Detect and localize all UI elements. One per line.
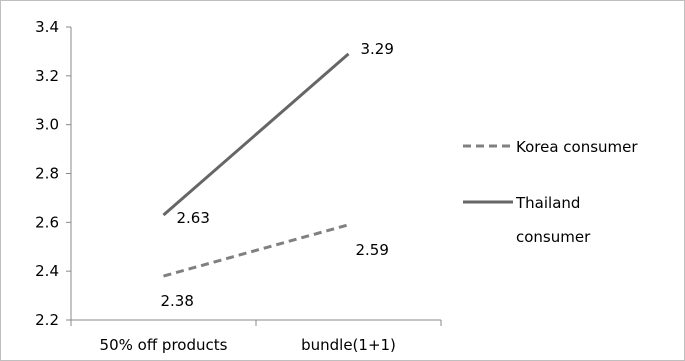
y-tick-label: 2.2 bbox=[35, 311, 59, 329]
y-tick-label: 3.4 bbox=[35, 18, 59, 36]
data-label-korea: 2.59 bbox=[356, 241, 389, 259]
y-axis: 2.2 2.4 2.6 2.8 3.0 3.2 3.4 bbox=[35, 18, 72, 329]
series-line-thailand bbox=[162, 52, 350, 217]
y-tick-label: 2.6 bbox=[35, 213, 59, 231]
legend-label-thailand-line2: consumer bbox=[516, 228, 591, 246]
y-tick-label: 3.0 bbox=[35, 116, 59, 134]
y-tick-label: 2.4 bbox=[35, 262, 59, 280]
legend-label-thailand-line1: Thailand bbox=[515, 194, 580, 212]
y-tick-label: 3.2 bbox=[35, 67, 59, 85]
x-axis: 50% off products bundle(1+1) bbox=[70, 319, 442, 354]
series-layer bbox=[162, 52, 350, 278]
x-tick-label: bundle(1+1) bbox=[301, 336, 396, 354]
data-label-thailand: 3.29 bbox=[361, 40, 394, 58]
y-tick-label: 2.8 bbox=[35, 165, 59, 183]
data-label-korea: 2.38 bbox=[161, 292, 194, 310]
series-line-korea bbox=[163, 223, 349, 278]
legend-label-korea: Korea consumer bbox=[516, 138, 638, 156]
x-tick-label: 50% off products bbox=[100, 336, 228, 354]
legend: Korea consumer Thailand consumer bbox=[463, 138, 638, 246]
data-labels: 2.38 2.59 2.63 3.29 bbox=[161, 40, 394, 310]
data-label-thailand: 2.63 bbox=[177, 209, 210, 227]
